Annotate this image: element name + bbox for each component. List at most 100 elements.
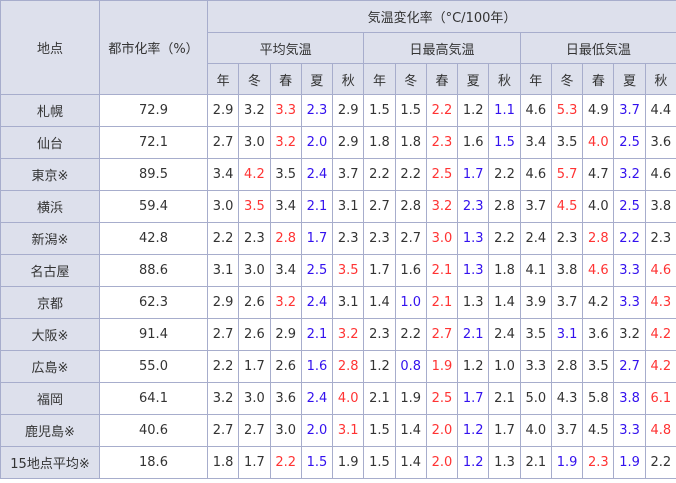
- header-season: 夏: [457, 63, 490, 95]
- rate-cell: 2.5: [613, 126, 646, 159]
- rate-cell: 1.7: [238, 350, 271, 383]
- rate-cell: 3.6: [644, 126, 676, 159]
- rate-cell: 2.1: [425, 286, 459, 319]
- rate-cell: 1.5: [488, 126, 521, 159]
- rate-cell: 2.9: [332, 126, 365, 159]
- header-season: 冬: [394, 63, 427, 95]
- location-name: 新潟※: [0, 222, 100, 255]
- rate-cell: 3.6: [582, 318, 615, 351]
- rate-cell: 2.0: [300, 126, 334, 159]
- header-season: 春: [582, 63, 615, 95]
- rate-cell: 3.5: [332, 254, 365, 287]
- header-season: 春: [269, 63, 302, 95]
- table-row: 東京※ 89.5 3.4 4.2 3.5 2.4 3.7 2.2 2.2 2.5 1.7 2.2 4.6…: [0, 158, 676, 191]
- rate-cell: 1.2: [363, 350, 396, 383]
- rate-cell: 2.2: [269, 446, 302, 479]
- urbanization-rate: 72.9: [99, 94, 208, 127]
- rate-cell: 1.4: [394, 414, 427, 447]
- rate-cell: 3.1: [332, 190, 365, 223]
- rate-cell: 3.3: [269, 94, 302, 127]
- rate-cell: 6.1: [644, 382, 676, 415]
- rate-cell: 4.6: [519, 158, 552, 191]
- rate-cell: 3.4: [206, 158, 240, 191]
- rate-cell: 3.3: [613, 286, 646, 319]
- rate-cell: 2.9: [206, 286, 240, 319]
- rate-cell: 1.3: [488, 446, 521, 479]
- rate-cell: 3.2: [332, 318, 365, 351]
- rate-cell: 2.0: [425, 414, 459, 447]
- rate-cell: 4.0: [332, 382, 365, 415]
- urbanization-rate: 18.6: [99, 446, 208, 479]
- rate-cell: 3.0: [206, 190, 240, 223]
- rate-cell: 2.9: [269, 318, 302, 351]
- rate-cell: 2.8: [550, 350, 584, 383]
- rate-cell: 1.2: [457, 94, 490, 127]
- rate-cell: 4.2: [238, 158, 271, 191]
- rate-cell: 4.6: [582, 254, 615, 287]
- rate-cell: 2.4: [300, 286, 334, 319]
- location-name: 横浜: [0, 190, 100, 223]
- rate-cell: 2.7: [425, 318, 459, 351]
- rate-cell: 3.2: [269, 286, 302, 319]
- header-season: 年: [363, 63, 396, 95]
- rate-cell: 4.3: [550, 382, 584, 415]
- rate-cell: 1.8: [394, 126, 427, 159]
- rate-cell: 2.2: [488, 222, 521, 255]
- rate-cell: 3.7: [550, 286, 584, 319]
- rate-cell: 4.6: [644, 158, 676, 191]
- rate-cell: 2.7: [613, 350, 646, 383]
- rate-cell: 2.1: [519, 446, 552, 479]
- rate-cell: 1.5: [363, 446, 396, 479]
- rate-cell: 2.3: [300, 94, 334, 127]
- rate-cell: 1.9: [550, 446, 584, 479]
- rate-cell: 2.3: [363, 318, 396, 351]
- rate-cell: 2.5: [425, 158, 459, 191]
- rate-cell: 1.8: [363, 126, 396, 159]
- rate-cell: 1.2: [457, 350, 490, 383]
- rate-cell: 2.8: [488, 190, 521, 223]
- rate-cell: 2.8: [394, 190, 427, 223]
- rate-cell: 2.1: [457, 318, 490, 351]
- rate-cell: 1.4: [363, 286, 396, 319]
- rate-cell: 1.5: [363, 414, 396, 447]
- rate-cell: 3.2: [206, 382, 240, 415]
- rate-cell: 2.3: [457, 190, 490, 223]
- rate-cell: 4.0: [519, 414, 552, 447]
- rate-cell: 2.2: [644, 446, 676, 479]
- location-name: 大阪※: [0, 318, 100, 351]
- rate-cell: 3.2: [613, 158, 646, 191]
- table-row: 福岡 64.1 3.2 3.0 3.6 2.4 4.0 2.1 1.9 2.5 1.7 2.1 5.0 4…: [0, 382, 676, 415]
- rate-cell: 1.9: [394, 382, 427, 415]
- rate-cell: 2.5: [425, 382, 459, 415]
- rate-cell: 2.5: [300, 254, 334, 287]
- rate-cell: 3.5: [238, 190, 271, 223]
- table-row: 新潟※ 42.8 2.2 2.3 2.8 1.7 2.3 2.3 2.7 3.0 1.3 2.2 2.4…: [0, 222, 676, 255]
- header-season: 秋: [332, 63, 365, 95]
- rate-cell: 4.6: [644, 254, 676, 287]
- rate-cell: 2.2: [425, 94, 459, 127]
- header-group: 日最低気温: [519, 32, 676, 64]
- rate-cell: 3.4: [519, 126, 552, 159]
- rate-cell: 1.0: [488, 350, 521, 383]
- rate-cell: 2.7: [206, 414, 240, 447]
- rate-cell: 1.4: [394, 446, 427, 479]
- urbanization-rate: 62.3: [99, 286, 208, 319]
- rate-cell: 4.3: [644, 286, 676, 319]
- table-row: 鹿児島※ 40.6 2.7 2.7 3.0 2.0 3.1 1.5 1.4 2.0 1.2 1.7 4.…: [0, 414, 676, 447]
- rate-cell: 2.9: [332, 94, 365, 127]
- rate-cell: 2.8: [332, 350, 365, 383]
- header-group: 日最高気温: [363, 32, 521, 64]
- rate-cell: 3.1: [332, 286, 365, 319]
- rate-cell: 2.2: [206, 222, 240, 255]
- header-season: 秋: [644, 63, 676, 95]
- urbanization-rate: 40.6: [99, 414, 208, 447]
- rate-cell: 1.9: [425, 350, 459, 383]
- table-row: 大阪※ 91.4 2.7 2.6 2.9 2.1 3.2 2.3 2.2 2.7 2.1 2.4 3.5…: [0, 318, 676, 351]
- rate-cell: 5.3: [550, 94, 584, 127]
- rate-cell: 1.6: [300, 350, 334, 383]
- rate-cell: 2.2: [488, 158, 521, 191]
- table-row: 広島※ 55.0 2.2 1.7 2.6 1.6 2.8 1.2 0.8 1.9 1.2 1.0 3.3…: [0, 350, 676, 383]
- location-name: 広島※: [0, 350, 100, 383]
- rate-cell: 3.4: [269, 254, 302, 287]
- rate-cell: 1.7: [363, 254, 396, 287]
